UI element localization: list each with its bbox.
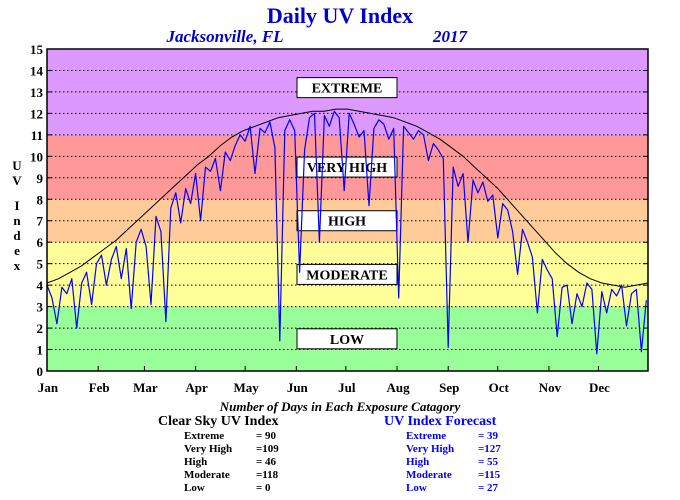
count-name: Moderate bbox=[406, 469, 452, 481]
count-value: = 27 bbox=[478, 482, 499, 494]
y-tick-label: 11 bbox=[31, 128, 43, 143]
count-value: = 39 bbox=[478, 430, 499, 442]
y-tick-label: 13 bbox=[30, 85, 44, 100]
location-subtitle: Jacksonville, FL bbox=[165, 27, 283, 46]
count-name: Moderate bbox=[184, 469, 230, 481]
count-value: =127 bbox=[478, 443, 501, 455]
x-tick-label: Mar bbox=[133, 380, 158, 395]
y-axis-label-letter: x bbox=[14, 258, 21, 273]
clear-sky-counts: Clear Sky UV Index Extreme = 90 Very High… bbox=[158, 414, 279, 495]
y-tick-label: 6 bbox=[37, 235, 44, 250]
count-name: Extreme bbox=[406, 430, 447, 442]
x-tick-label: Nov bbox=[539, 380, 562, 395]
count-value: = 55 bbox=[478, 456, 499, 468]
count-row: Extreme = 90 bbox=[184, 430, 279, 443]
count-name: Very High bbox=[406, 443, 455, 455]
zone-label-moderate: MODERATE bbox=[306, 268, 387, 283]
count-value: = 46 bbox=[256, 456, 277, 468]
y-tick-label: 9 bbox=[37, 171, 44, 186]
zone-label-box bbox=[296, 263, 398, 285]
y-tick-label: 5 bbox=[37, 257, 44, 272]
y-axis-label-letter: e bbox=[14, 243, 20, 258]
zone-labels: LOW MODERATE HIGH VERY HIGH EXTREME bbox=[296, 77, 398, 350]
y-axis-label-letter: d bbox=[13, 228, 21, 243]
y-tick-label: 0 bbox=[37, 364, 44, 379]
year-subtitle: 2017 bbox=[432, 27, 469, 46]
count-row: Extreme = 39 bbox=[406, 430, 501, 443]
zone-label-box bbox=[296, 77, 398, 99]
count-value: =118 bbox=[256, 469, 279, 481]
count-value: = 90 bbox=[256, 430, 277, 442]
x-tick-label: Dec bbox=[589, 380, 610, 395]
y-axis-label-letter: U bbox=[12, 158, 22, 173]
x-tick-label: Aug bbox=[386, 380, 410, 395]
counts-title: Number of Days in Each Exposure Catagory bbox=[219, 399, 461, 414]
clear-sky-rows: Extreme = 90 Very High =109 High = 46 Moder… bbox=[184, 430, 279, 495]
count-name: Low bbox=[184, 482, 205, 494]
y-tick-label: 3 bbox=[37, 300, 44, 315]
count-name: Very High bbox=[184, 443, 233, 455]
forecast-counts: UV Index Forecast Extreme = 39 Very High =… bbox=[384, 414, 501, 495]
count-value: =109 bbox=[256, 443, 279, 455]
clear-sky-line bbox=[46, 108, 649, 288]
count-row: Low = 0 bbox=[184, 482, 279, 495]
y-axis-label-letter: I bbox=[14, 198, 19, 213]
count-row: High = 46 bbox=[184, 456, 279, 469]
zone-label-extreme: EXTREME bbox=[312, 82, 383, 97]
y-tick-label: 10 bbox=[30, 149, 43, 164]
forecast-title: UV Index Forecast bbox=[384, 414, 497, 429]
x-axis-ticks: Jan Feb Mar Apr May Jun Jul Aug Sep Oct Nov Dec bbox=[38, 366, 610, 395]
forecast-rows: Extreme = 39 Very High =127 High = 55 Moder… bbox=[406, 430, 501, 495]
x-tick-label: Jun bbox=[287, 380, 309, 395]
uv-index-chart: Daily UV Index Jacksonville, FL 2017 012… bbox=[12, 3, 649, 395]
y-tick-label: 4 bbox=[37, 278, 44, 293]
count-row: Moderate =115 bbox=[406, 469, 501, 482]
series-lines bbox=[46, 108, 649, 355]
count-name: Extreme bbox=[184, 430, 225, 442]
x-tick-label: May bbox=[233, 380, 259, 395]
gridlines bbox=[47, 69, 648, 351]
y-tick-label: 15 bbox=[30, 42, 44, 57]
count-value: = 0 bbox=[256, 482, 271, 494]
plot-frame bbox=[46, 48, 649, 372]
count-name: High bbox=[184, 456, 208, 468]
x-tick-label: Jan bbox=[38, 380, 59, 395]
zone-label-high: HIGH bbox=[328, 215, 366, 230]
zone-label-very-high: VERY HIGH bbox=[307, 161, 387, 176]
y-tick-label: 2 bbox=[37, 321, 44, 336]
count-name: Low bbox=[406, 482, 427, 494]
y-tick-label: 1 bbox=[37, 343, 44, 358]
y-tick-label: 12 bbox=[30, 106, 43, 121]
count-row: Moderate =118 bbox=[184, 469, 279, 482]
count-row: High = 55 bbox=[406, 456, 501, 469]
forecast-line bbox=[46, 110, 647, 355]
count-row: Low = 27 bbox=[406, 482, 501, 495]
count-value: =115 bbox=[478, 469, 501, 481]
y-tick-label: 8 bbox=[37, 192, 44, 207]
y-axis-label-letter: n bbox=[13, 213, 21, 228]
x-tick-label: Apr bbox=[185, 380, 208, 395]
zone-label-low: LOW bbox=[330, 333, 364, 348]
count-row: Very High =127 bbox=[406, 443, 501, 456]
clear-sky-title: Clear Sky UV Index bbox=[158, 414, 279, 429]
count-row: Very High =109 bbox=[184, 443, 279, 456]
y-axis-label-letter: V bbox=[12, 173, 22, 188]
count-name: High bbox=[406, 456, 430, 468]
chart-title: Daily UV Index bbox=[267, 3, 413, 28]
x-tick-label: Sep bbox=[439, 380, 459, 395]
zone-label-box bbox=[296, 328, 398, 350]
y-tick-label: 14 bbox=[30, 63, 44, 78]
y-tick-label: 7 bbox=[37, 214, 44, 229]
x-tick-label: Feb bbox=[89, 380, 110, 395]
x-tick-label: Jul bbox=[338, 380, 356, 395]
x-tick-label: Oct bbox=[489, 380, 510, 395]
